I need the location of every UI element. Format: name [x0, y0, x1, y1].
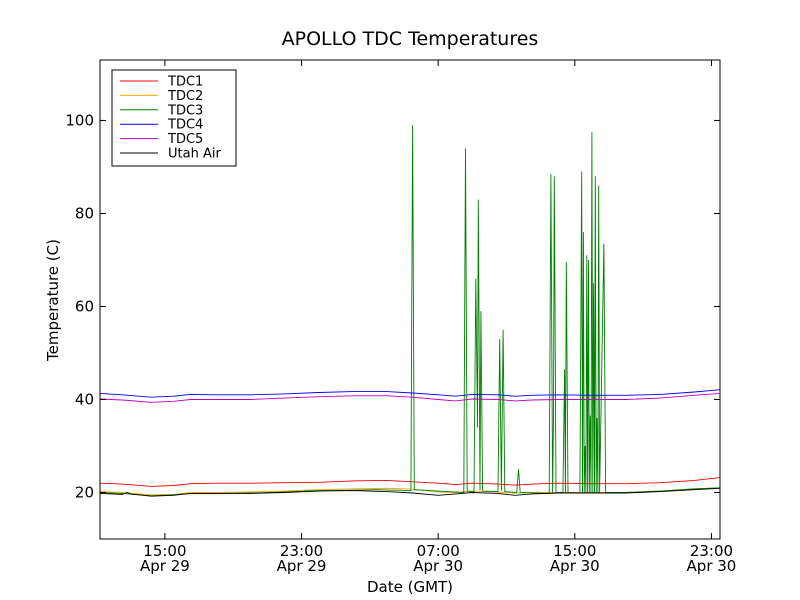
x-tick-date-label: Apr 30	[413, 557, 463, 575]
x-tick-time-label: 07:00	[417, 542, 460, 560]
legend-label-tdc4: TDC4	[167, 118, 203, 133]
x-tick-time-label: 15:00	[143, 542, 186, 560]
x-tick-time-label: 15:00	[553, 542, 596, 560]
y-axis-label: Temperature (C)	[44, 239, 62, 362]
legend-box	[111, 69, 237, 167]
plot-frame	[99, 59, 721, 540]
x-tick-date-label: Apr 30	[687, 557, 737, 575]
legend-label-tdc1: TDC1	[167, 75, 203, 90]
chart-title: APOLLO TDC Temperatures	[282, 28, 539, 50]
x-tick-time-label: 23:00	[280, 542, 323, 560]
y-tick-label: 80	[75, 204, 94, 222]
x-tick-date-label: Apr 29	[277, 557, 327, 575]
x-tick-date-label: Apr 29	[140, 557, 190, 575]
y-tick-label: 60	[75, 297, 94, 315]
x-tick-date-label: Apr 30	[550, 557, 600, 575]
series-line-tdc5	[100, 392, 720, 403]
y-tick-label: 100	[65, 111, 94, 129]
legend-label-tdc2: TDC2	[167, 89, 203, 104]
series-line-utah-air	[100, 487, 720, 497]
legend-label-tdc5: TDC5	[167, 132, 203, 147]
legend-label-tdc3: TDC3	[167, 103, 203, 118]
y-tick-label: 40	[75, 390, 94, 408]
legend-label-utah-air: Utah Air	[168, 147, 221, 162]
x-tick-time-label: 23:00	[690, 542, 733, 560]
series-line-tdc3	[100, 125, 720, 497]
series-line-tdc1	[100, 477, 720, 487]
series-layer	[100, 125, 720, 497]
series-line-tdc4	[100, 389, 720, 398]
y-tick-label: 20	[75, 483, 94, 501]
x-axis-label: Date (GMT)	[367, 578, 453, 596]
